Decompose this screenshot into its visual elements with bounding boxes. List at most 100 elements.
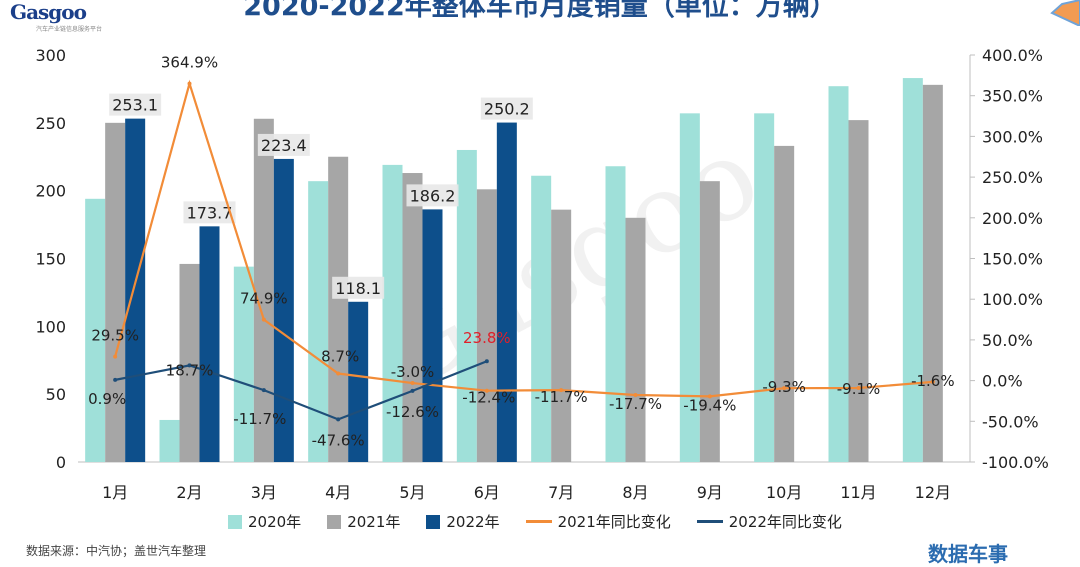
yoy-2021-point	[559, 388, 564, 393]
bar-2021年	[476, 189, 497, 462]
bar-2020年	[233, 266, 254, 462]
brand-footer: 数据车事	[928, 542, 1008, 566]
bar-2022年	[422, 209, 443, 462]
yoy-2021-label: 8.7%	[321, 348, 359, 366]
bar-2020年	[159, 419, 180, 462]
yoy-2021-label: 29.5%	[91, 327, 139, 345]
legend-label-2021: 2021年	[347, 513, 401, 531]
x-tick-label: 3月	[251, 483, 277, 502]
legend-swatch-2020	[228, 514, 242, 529]
bar-value-label: 253.1	[112, 96, 158, 115]
yoy-2022-point	[484, 359, 489, 364]
y2-tick-label: 400.0%	[982, 46, 1043, 65]
chart-title: 2020-2022年整体车市月度销量（单位：万辆）	[243, 0, 837, 22]
y2-tick-label: 200.0%	[982, 209, 1043, 228]
yoy-2021-point	[336, 371, 341, 376]
yoy-2021-point	[707, 394, 712, 399]
legend-label-2020: 2020年	[248, 513, 302, 531]
y2-tick-label: 250.0%	[982, 168, 1043, 187]
y-tick-label: 200	[35, 182, 66, 201]
legend-swatch-yoy-2021	[525, 520, 552, 523]
y-tick-label: 100	[35, 317, 66, 336]
logo-text: Gasgoo	[10, 0, 87, 24]
bar-2021年	[179, 263, 200, 462]
yoy-2022-point	[261, 388, 266, 393]
bar-2022年	[125, 118, 146, 462]
bar-label-bg	[109, 93, 162, 116]
bar-2020年	[605, 166, 626, 462]
bar-value-label: 118.1	[335, 279, 381, 298]
data-source-note: 数据来源：中汽协；盖世汽车整理	[26, 544, 207, 558]
bar-2022年	[496, 122, 517, 462]
bar-2020年	[308, 181, 329, 463]
bar-label-bg	[183, 201, 236, 224]
yoy-2021-label: -9.3%	[762, 378, 806, 396]
bar-2021年	[699, 181, 720, 463]
x-tick-label: 11月	[840, 483, 876, 502]
x-tick-label: 4月	[325, 483, 351, 502]
legend-2021: 2021年	[327, 511, 400, 532]
y-tick-label: 0	[56, 453, 66, 472]
y2-tick-label: 100.0%	[982, 290, 1043, 309]
yoy-2021-label: -9.1%	[837, 380, 881, 398]
x-tick-label: 1月	[102, 483, 128, 502]
bar-2021年	[328, 156, 349, 462]
bar-2020年	[531, 175, 552, 462]
x-tick-label: 9月	[697, 483, 723, 502]
y-tick-label: 50	[46, 385, 66, 404]
bar-2021年	[105, 122, 126, 462]
bar-label-bg	[257, 133, 310, 156]
bar-2022年	[348, 301, 369, 462]
bar-2021年	[253, 118, 274, 462]
x-tick-label: 5月	[399, 483, 425, 502]
yoy-2021-point	[930, 379, 935, 384]
yoy-2022-point	[410, 388, 415, 393]
legend-2020: 2020年	[228, 511, 301, 532]
legend-yoy-2022: 2022年同比变化	[696, 511, 842, 532]
bar-2020年	[456, 149, 477, 462]
yoy-2022-label: 0.9%	[88, 390, 126, 408]
yoy-2021-label: -1.6%	[911, 372, 955, 390]
yoy-2022-point	[187, 363, 192, 368]
yoy-2022-label: -11.7%	[233, 410, 286, 428]
x-tick-label: 7月	[548, 483, 574, 502]
bar-value-label: 173.7	[187, 203, 233, 222]
yoy-2021-point	[484, 388, 489, 393]
bar-2020年	[902, 78, 923, 463]
bar-2020年	[828, 86, 849, 462]
x-tick-label: 2月	[176, 483, 202, 502]
bar-2021年	[625, 217, 646, 462]
corner-arrow-icon	[1050, 0, 1080, 26]
bar-label-bg	[480, 97, 533, 120]
y2-tick-label: 50.0%	[982, 331, 1033, 350]
yoy-2021-line	[114, 79, 933, 398]
legend-label-yoy-2021: 2021年同比变化	[557, 513, 671, 531]
y2-tick-label: 350.0%	[982, 87, 1043, 106]
yoy-2021-label: -3.0%	[391, 363, 435, 381]
yoy-2021-point	[261, 317, 266, 322]
bar-2020年	[382, 164, 403, 462]
legend-2022: 2022年	[426, 511, 500, 532]
bar-2021年	[848, 120, 869, 463]
x-tick-label: 6月	[474, 483, 500, 502]
combo-chart: 0 50 100 150 200 250 300 -100.0% -50.0% 0.0% 50.0%…	[35, 46, 1049, 502]
bar-2021年	[922, 84, 943, 462]
yoy-2021-label: -11.7%	[535, 388, 588, 406]
yoy-2022-label: -47.6%	[312, 431, 365, 449]
y2-tick-label: 300.0%	[982, 127, 1043, 146]
legend-label-yoy-2022: 2022年同比变化	[728, 513, 842, 531]
y-tick-label: 300	[35, 46, 66, 65]
y2-tick-label: 150.0%	[982, 250, 1043, 269]
yoy-2021-point	[187, 81, 192, 86]
logo-tagline: 汽车产业链信息服务平台	[36, 26, 103, 33]
bar-2022年	[273, 158, 294, 463]
bar-2021年	[551, 209, 572, 462]
bar-label-bg	[406, 184, 459, 207]
y2-tick-label: -100.0%	[982, 453, 1049, 472]
legend-swatch-2021	[327, 514, 342, 529]
gasgoo-logo: Gasgoo 汽车产业链信息服务平台	[6, 0, 126, 36]
legend-label-2022: 2022年	[446, 513, 500, 531]
legend-swatch-2022	[426, 514, 441, 529]
bar-value-label: 250.2	[484, 100, 530, 119]
y2-tick-label: -50.0%	[982, 412, 1039, 431]
